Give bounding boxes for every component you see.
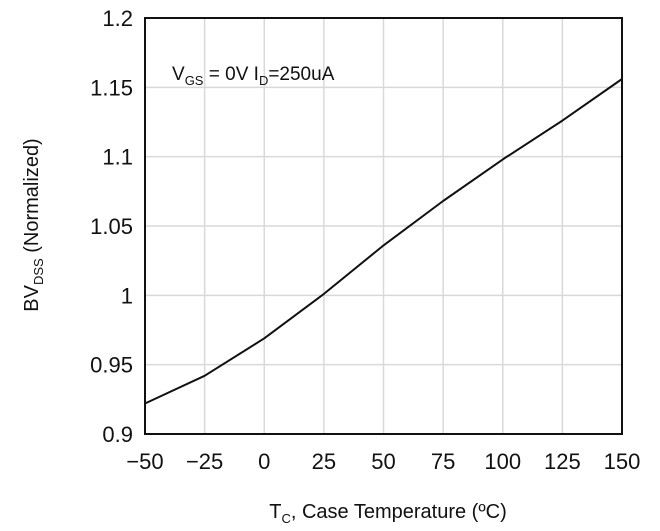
x-tick-label: 50: [371, 449, 395, 474]
y-tick-label: 1.1: [102, 145, 133, 170]
annotation-text: VGS = 0V ID=250uA: [172, 64, 335, 88]
x-tick-label: 125: [544, 449, 581, 474]
x-tick-label: 75: [431, 449, 455, 474]
x-tick-label: 150: [604, 449, 641, 474]
x-tick-label: −50: [126, 449, 163, 474]
y-tick-label: 0.95: [90, 353, 133, 378]
x-tick-label: 0: [258, 449, 270, 474]
x-axis-title: TC, Case Temperature (ºC): [269, 501, 507, 526]
plot-frame: [144, 17, 623, 435]
y-tick-label: 1.05: [90, 214, 133, 239]
data-series: [144, 78, 623, 405]
grid-lines: [144, 17, 623, 435]
y-tick-label: 1.2: [102, 6, 133, 31]
x-tick-labels: −50 −25 0 25 50 75 100 125 150: [126, 449, 640, 474]
x-tick-label: 25: [312, 449, 336, 474]
x-tick-label: −25: [186, 449, 223, 474]
y-axis-title: BVDSS (Normalized): [21, 138, 46, 311]
y-tick-label: 0.9: [102, 422, 133, 447]
y-tick-labels: 0.9 0.95 1 1.05 1.1 1.15 1.2: [90, 6, 133, 447]
x-tick-label: 100: [484, 449, 521, 474]
y-tick-label: 1.15: [90, 75, 133, 100]
series-line: [144, 78, 623, 405]
y-tick-label: 1: [121, 283, 133, 308]
